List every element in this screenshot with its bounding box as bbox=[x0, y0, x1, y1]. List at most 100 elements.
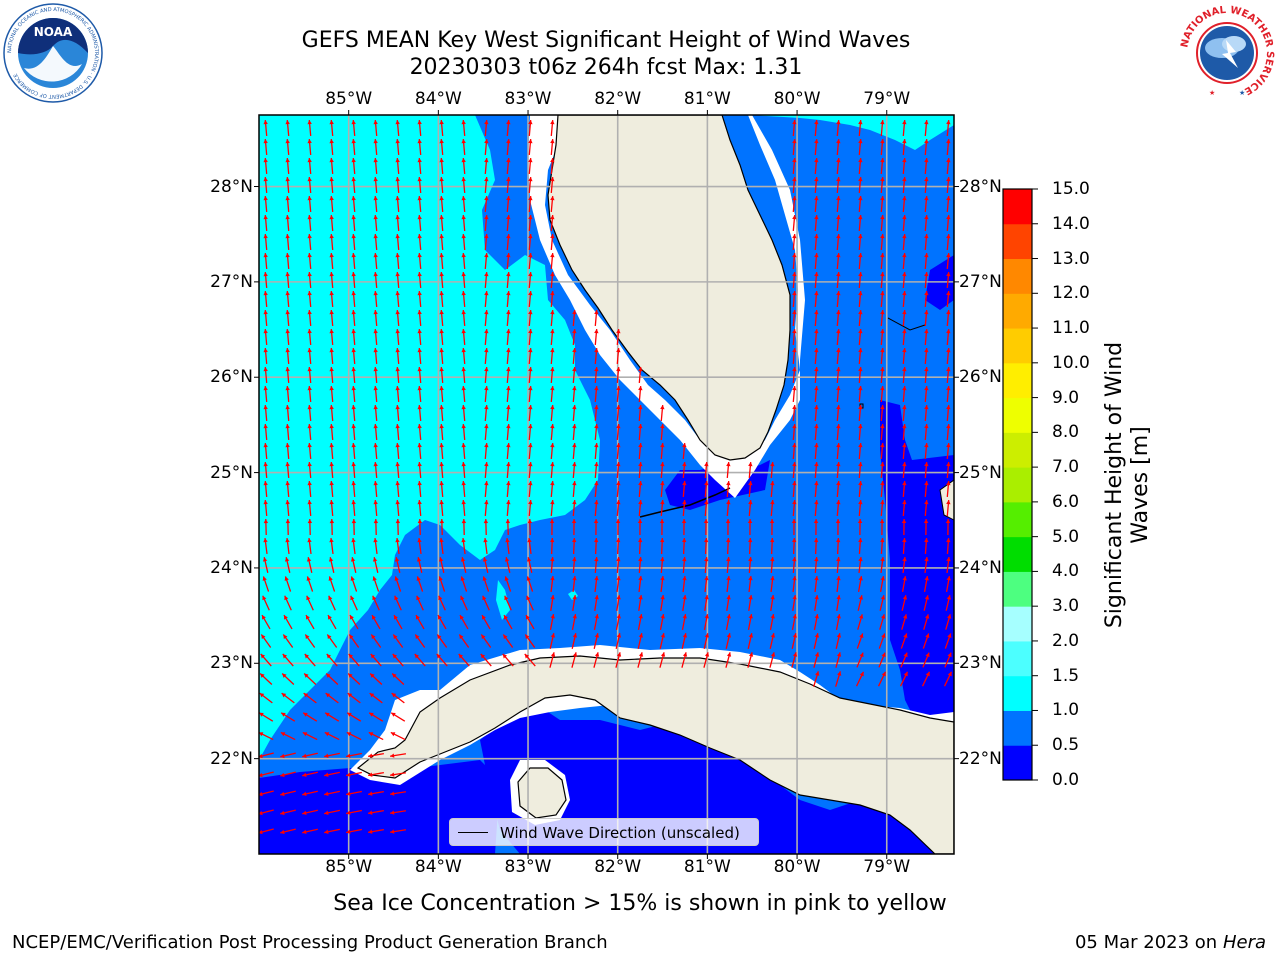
wave-direction-arrow bbox=[616, 461, 621, 479]
wave-direction-arrow bbox=[880, 138, 885, 156]
wave-direction-arrow bbox=[461, 328, 466, 346]
wave-direction-arrow bbox=[502, 653, 514, 667]
wave-direction-arrow bbox=[946, 309, 951, 327]
wave-direction-arrow bbox=[389, 829, 407, 834]
wave-direction-arrow bbox=[484, 442, 489, 460]
wave-direction-arrow bbox=[460, 576, 468, 592]
wave-direction-arrow bbox=[924, 461, 929, 479]
wave-direction-arrow bbox=[572, 594, 577, 612]
wave-direction-arrow bbox=[550, 347, 555, 365]
lat-tick-label-left: 25°N bbox=[210, 462, 253, 483]
wave-direction-arrow bbox=[527, 537, 532, 555]
wave-direction-arrow bbox=[594, 499, 599, 517]
wave-direction-arrow bbox=[792, 309, 797, 327]
wave-direction-arrow bbox=[616, 385, 621, 403]
wave-direction-arrow bbox=[946, 442, 951, 460]
colorbar-segment bbox=[1003, 328, 1032, 364]
wave-direction-arrow bbox=[484, 233, 489, 251]
wave-direction-arrow bbox=[792, 138, 797, 156]
wave-direction-arrow bbox=[923, 614, 930, 630]
wave-direction-arrow bbox=[439, 119, 444, 137]
wave-direction-arrow bbox=[395, 385, 400, 403]
wave-direction-arrow bbox=[506, 309, 511, 327]
wave-direction-arrow bbox=[923, 595, 930, 611]
wave-direction-arrow bbox=[924, 157, 929, 175]
wave-direction-arrow bbox=[704, 499, 709, 517]
wave-direction-arrow bbox=[484, 347, 489, 365]
wave-direction-arrow bbox=[368, 809, 384, 815]
wave-direction-arrow bbox=[329, 461, 334, 479]
wave-direction-arrow bbox=[263, 271, 268, 289]
wave-direction-arrow bbox=[880, 233, 885, 251]
wave-direction-arrow bbox=[395, 366, 400, 384]
wave-direction-arrow bbox=[593, 633, 600, 649]
wave-direction-arrow bbox=[307, 366, 312, 384]
svg-text:★: ★ bbox=[1209, 89, 1215, 97]
wave-direction-arrow bbox=[368, 828, 384, 834]
wave-direction-arrow bbox=[302, 731, 318, 741]
wave-direction-arrow bbox=[263, 309, 268, 327]
wave-direction-arrow bbox=[528, 366, 533, 384]
wave-direction-arrow bbox=[814, 214, 819, 232]
wave-direction-arrow bbox=[370, 634, 382, 648]
wave-direction-arrow bbox=[484, 176, 489, 194]
wave-direction-arrow bbox=[835, 537, 841, 555]
wave-direction-arrow bbox=[439, 252, 444, 270]
wave-direction-arrow bbox=[571, 652, 578, 668]
wave-direction-arrow bbox=[858, 461, 863, 479]
wave-direction-arrow bbox=[814, 442, 819, 460]
wave-direction-arrow bbox=[922, 633, 930, 649]
wave-direction-arrow bbox=[484, 423, 489, 441]
wave-direction-arrow bbox=[351, 404, 356, 422]
wave-direction-arrow bbox=[791, 652, 798, 668]
lat-tick-label-left: 27°N bbox=[210, 271, 253, 292]
wave-direction-arrow bbox=[439, 328, 444, 346]
wave-direction-arrow bbox=[880, 176, 885, 194]
wave-direction-arrow bbox=[836, 214, 841, 232]
wave-direction-arrow bbox=[858, 309, 863, 327]
wave-direction-arrow bbox=[461, 366, 466, 384]
wave-direction-arrow bbox=[329, 423, 334, 441]
wave-direction-arrow bbox=[550, 594, 555, 612]
wave-direction-arrow bbox=[484, 271, 489, 289]
wave-direction-arrow bbox=[369, 692, 383, 704]
wave-direction-arrow bbox=[528, 404, 533, 422]
wave-direction-arrow bbox=[480, 634, 492, 648]
wave-direction-arrow bbox=[329, 442, 334, 460]
wave-direction-arrow bbox=[263, 214, 268, 232]
chart-subtitle: 20230303 t06z 264h fcst Max: 1.31 bbox=[409, 55, 803, 80]
wave-direction-arrow bbox=[813, 518, 819, 536]
wave-direction-arrow bbox=[350, 557, 357, 573]
wave-direction-arrow bbox=[525, 614, 535, 630]
wave-direction-arrow bbox=[502, 634, 514, 648]
wave-direction-arrow bbox=[616, 442, 621, 460]
colorbar-segment bbox=[1003, 606, 1032, 642]
wave-direction-arrow bbox=[703, 537, 709, 555]
wave-direction-arrow bbox=[814, 176, 819, 194]
wave-direction-arrow bbox=[946, 556, 951, 574]
wave-direction-arrow bbox=[391, 673, 405, 685]
wave-direction-arrow bbox=[572, 423, 577, 441]
wave-direction-arrow bbox=[461, 480, 466, 498]
wave-direction-arrow bbox=[439, 233, 444, 251]
wave-direction-arrow bbox=[307, 309, 312, 327]
wave-direction-arrow bbox=[792, 404, 797, 422]
lon-tick-label-bottom: 80°W bbox=[773, 857, 821, 877]
wave-direction-arrow bbox=[329, 195, 334, 213]
wave-direction-arrow bbox=[285, 404, 290, 422]
wave-direction-arrow bbox=[681, 633, 688, 649]
wave-direction-arrow bbox=[259, 692, 273, 704]
wave-direction-arrow bbox=[660, 480, 665, 498]
wave-direction-arrow bbox=[505, 518, 511, 536]
wave-direction-arrow bbox=[351, 442, 356, 460]
wave-direction-arrow bbox=[924, 252, 929, 270]
wave-direction-arrow bbox=[902, 461, 907, 479]
wave-direction-arrow bbox=[484, 252, 489, 270]
wave-direction-arrow bbox=[263, 119, 268, 137]
wave-direction-arrow bbox=[660, 575, 665, 593]
wave-direction-arrow bbox=[307, 499, 312, 517]
wave-direction-arrow bbox=[259, 712, 274, 722]
wave-direction-arrow bbox=[616, 404, 621, 422]
wave-direction-arrow bbox=[417, 309, 422, 327]
wave-direction-arrow bbox=[389, 810, 407, 815]
